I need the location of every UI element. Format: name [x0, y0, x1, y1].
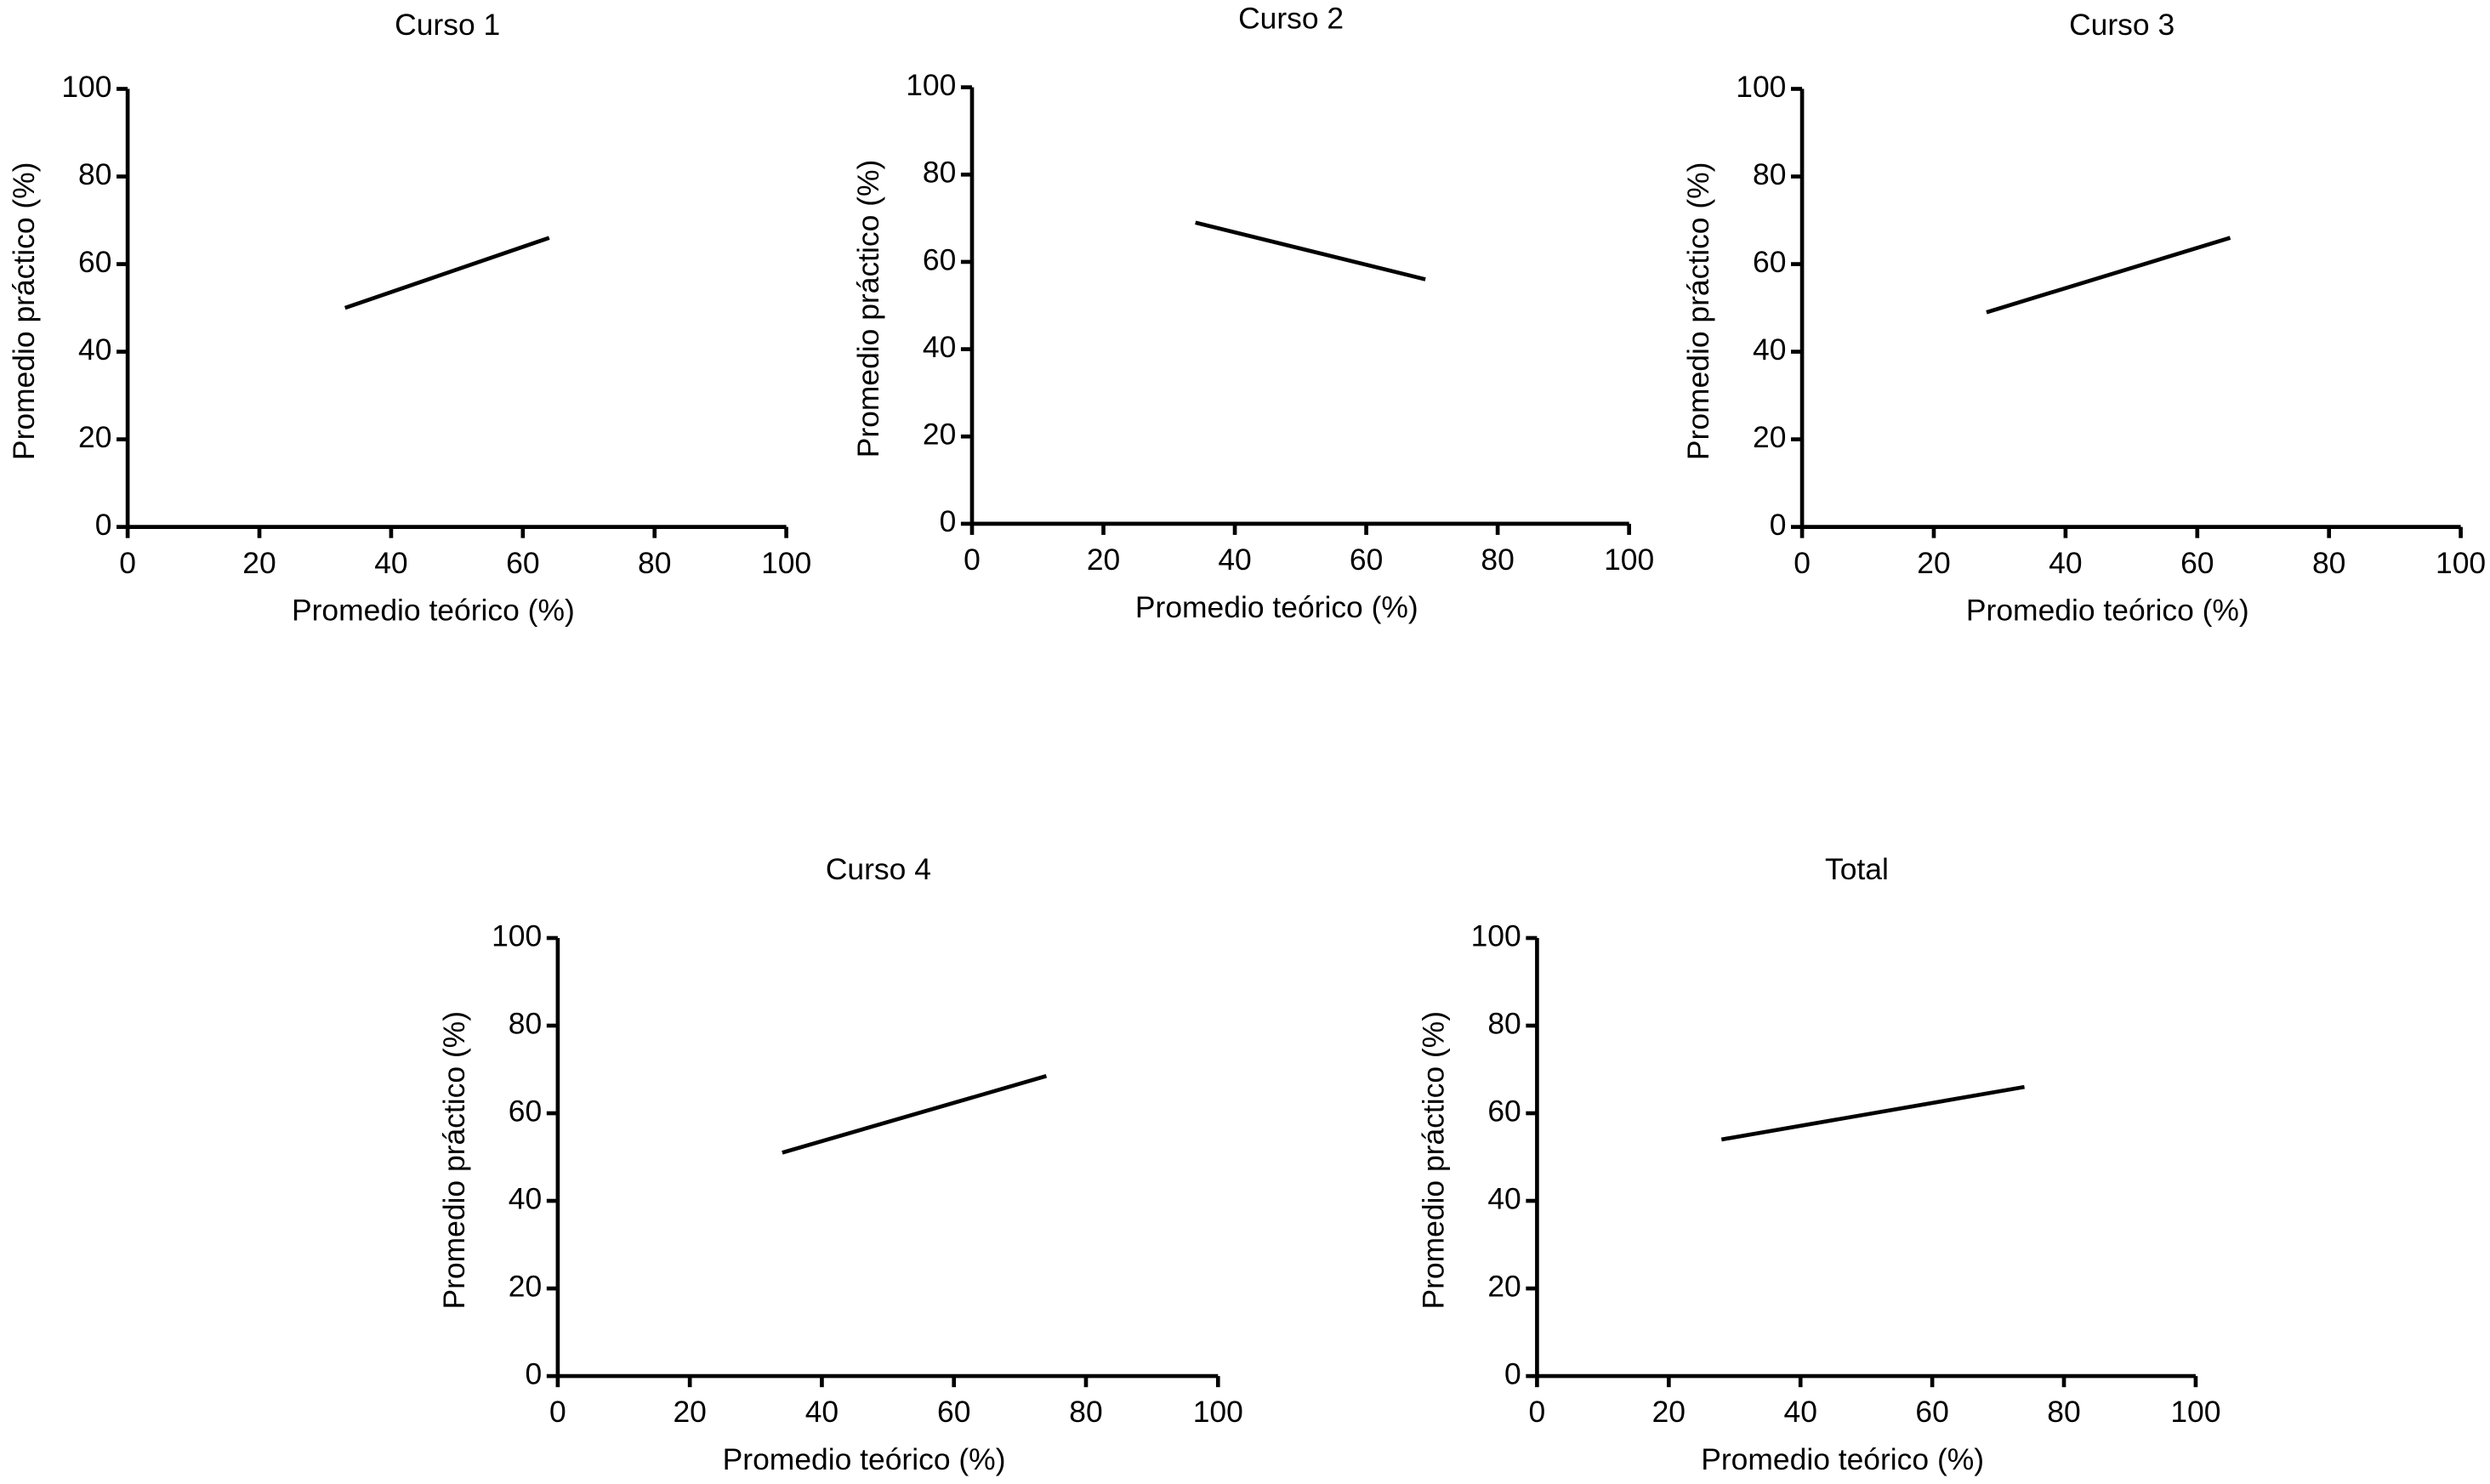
chart-title: Curso 4 [826, 852, 931, 886]
y-tick-label: 0 [940, 504, 957, 538]
trend-line [1986, 236, 2231, 315]
y-tick-label: 40 [1753, 333, 1786, 367]
y-tick-label: 60 [509, 1094, 542, 1128]
y-axis-label: Promedio práctico (%) [1681, 162, 1715, 461]
x-tick-label: 40 [805, 1395, 839, 1429]
y-tick-label: 80 [509, 1006, 542, 1040]
x-tick-label: 80 [2047, 1395, 2080, 1429]
y-tick-label: 60 [1753, 245, 1786, 279]
chart-title: Total [1825, 852, 1889, 886]
chart-title: Curso 2 [1238, 2, 1344, 36]
y-tick-label: 60 [78, 245, 111, 279]
x-tick-label: 80 [2312, 546, 2345, 580]
x-tick-label: 0 [549, 1395, 566, 1429]
x-tick-label: 40 [374, 546, 407, 580]
trend-line [1195, 220, 1426, 281]
x-tick-label: 60 [1915, 1395, 1948, 1429]
x-tick-label: 40 [1783, 1395, 1816, 1429]
y-tick-label: 60 [923, 242, 956, 276]
y-tick-label: 20 [1753, 420, 1786, 454]
x-tick-label: 100 [1193, 1395, 1243, 1429]
y-tick-label: 40 [1487, 1181, 1521, 1215]
x-tick-label: 20 [673, 1395, 706, 1429]
x-axis-label: Promedio teórico (%) [723, 1442, 1006, 1476]
y-tick-label: 40 [78, 333, 111, 367]
chart-title: Curso 3 [2069, 8, 2174, 42]
x-tick-label: 20 [1917, 546, 1950, 580]
y-tick-label: 60 [1487, 1094, 1521, 1128]
x-tick-label: 100 [2170, 1395, 2220, 1429]
y-tick-label: 80 [1487, 1006, 1521, 1040]
x-tick-label: 40 [2049, 546, 2082, 580]
y-tick-label: 100 [61, 70, 111, 104]
y-tick-label: 0 [1770, 508, 1787, 542]
x-axis-label: Promedio teórico (%) [1701, 1442, 1984, 1476]
y-tick-label: 80 [78, 157, 111, 191]
y-tick-label: 100 [492, 918, 542, 952]
y-tick-label: 20 [78, 420, 111, 454]
y-tick-label: 100 [1736, 70, 1786, 104]
y-tick-label: 40 [509, 1181, 542, 1215]
y-tick-label: 0 [526, 1356, 543, 1390]
x-tick-label: 100 [1604, 543, 1654, 577]
y-axis-label: Promedio práctico (%) [437, 1011, 471, 1310]
trend-line [782, 1074, 1048, 1155]
x-tick-label: 60 [1350, 543, 1383, 577]
y-tick-label: 100 [1471, 918, 1521, 952]
chart-title: Curso 1 [395, 8, 500, 42]
x-tick-label: 80 [1481, 543, 1514, 577]
y-tick-label: 0 [95, 508, 112, 542]
y-tick-label: 20 [1487, 1269, 1521, 1303]
y-axis-label: Promedio práctico (%) [851, 160, 885, 458]
y-tick-label: 20 [509, 1269, 542, 1303]
x-tick-label: 0 [1529, 1395, 1546, 1429]
x-tick-label: 0 [1794, 546, 1811, 580]
x-tick-label: 100 [2436, 546, 2486, 580]
x-tick-label: 60 [937, 1395, 970, 1429]
y-tick-label: 40 [923, 330, 956, 364]
x-tick-label: 20 [1087, 543, 1120, 577]
x-tick-label: 0 [964, 543, 981, 577]
x-axis-label: Promedio teórico (%) [292, 594, 575, 628]
x-tick-label: 80 [1069, 1395, 1102, 1429]
y-tick-label: 0 [1504, 1356, 1521, 1390]
x-tick-label: 100 [761, 546, 811, 580]
trend-line [1720, 1084, 2025, 1142]
trend-line [344, 236, 550, 310]
y-tick-label: 80 [923, 156, 956, 190]
x-tick-label: 40 [1218, 543, 1251, 577]
x-tick-label: 20 [242, 546, 276, 580]
x-tick-label: 80 [638, 546, 671, 580]
x-axis-label: Promedio teórico (%) [1135, 590, 1418, 624]
x-axis-label: Promedio teórico (%) [1966, 594, 2249, 628]
y-axis-label: Promedio práctico (%) [7, 162, 41, 461]
x-tick-label: 20 [1652, 1395, 1686, 1429]
x-tick-label: 60 [506, 546, 539, 580]
x-tick-label: 0 [119, 546, 136, 580]
y-tick-label: 80 [1753, 157, 1786, 191]
x-tick-label: 60 [2180, 546, 2214, 580]
y-tick-label: 100 [906, 68, 956, 102]
y-axis-label: Promedio práctico (%) [1416, 1011, 1450, 1310]
y-tick-label: 20 [923, 418, 956, 452]
